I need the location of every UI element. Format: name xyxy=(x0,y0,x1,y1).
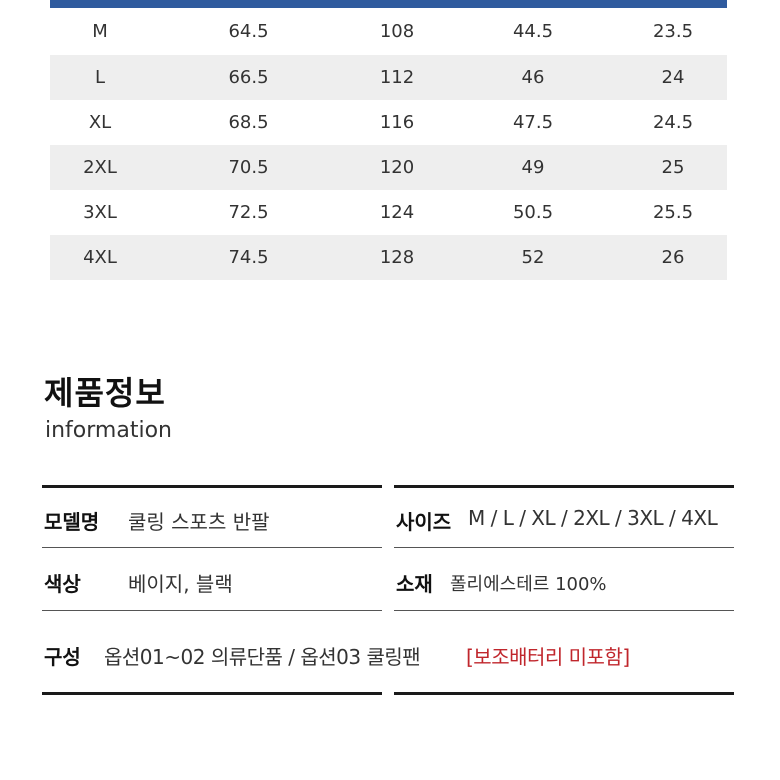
size-cell: 2XL xyxy=(83,157,117,178)
table-cell: 64.5 xyxy=(228,21,269,42)
model-value: 쿨링 스포츠 반팔 xyxy=(128,510,270,534)
table-row: 3XL 72.5 124 50.5 25.5 xyxy=(50,190,727,235)
composition-value: 옵션01~02 의류단품 / 옵션03 쿨링팬 xyxy=(104,645,421,669)
table-cell: 46 xyxy=(521,67,545,88)
size-cell: L xyxy=(94,67,106,88)
divider xyxy=(42,485,382,488)
table-row: L 66.5 112 46 24 xyxy=(50,55,727,100)
color-label: 색상 xyxy=(44,572,81,596)
table-cell: 70.5 xyxy=(228,157,269,178)
table-row: 4XL 74.5 128 52 26 xyxy=(50,235,727,280)
divider xyxy=(42,547,382,548)
table-cell: 128 xyxy=(379,247,415,268)
size-cell: 3XL xyxy=(83,202,117,223)
table-cell: 49 xyxy=(521,157,545,178)
table-cell: 120 xyxy=(379,157,415,178)
model-label: 모델명 xyxy=(44,510,100,534)
table-cell: 74.5 xyxy=(228,247,269,268)
color-value: 베이지, 블랙 xyxy=(128,572,233,596)
size-label: 사이즈 xyxy=(396,510,452,534)
section-subtitle: information xyxy=(45,418,172,443)
table-cell: 116 xyxy=(379,112,415,133)
material-label: 소재 xyxy=(396,572,433,596)
table-row: 2XL 70.5 120 49 25 xyxy=(50,145,727,190)
table-cell: 24.5 xyxy=(652,112,694,133)
table-row: M 64.5 108 44.5 23.5 xyxy=(50,8,727,55)
table-cell: 25 xyxy=(661,157,685,178)
table-cell: 50.5 xyxy=(512,202,554,223)
divider xyxy=(394,692,734,695)
table-cell: 24 xyxy=(661,67,685,88)
table-cell: 52 xyxy=(521,247,545,268)
table-row: XL 68.5 116 47.5 24.5 xyxy=(50,100,727,145)
size-value: M / L / XL / 2XL / 3XL / 4XL xyxy=(468,506,718,530)
divider xyxy=(42,610,382,611)
table-cell: 26 xyxy=(661,247,685,268)
size-table: M 64.5 108 44.5 23.5 L 66.5 112 46 24 XL… xyxy=(50,8,727,280)
table-cell: 112 xyxy=(379,67,415,88)
size-table-header-bar xyxy=(50,0,727,8)
table-cell: 44.5 xyxy=(512,21,554,42)
table-cell: 25.5 xyxy=(652,202,694,223)
table-cell: 68.5 xyxy=(228,112,269,133)
table-cell: 124 xyxy=(379,202,415,223)
divider xyxy=(394,610,734,611)
table-cell: 23.5 xyxy=(652,21,694,42)
composition-note: [보조배터리 미포함] xyxy=(466,645,630,669)
composition-label: 구성 xyxy=(44,645,81,669)
material-value: 폴리에스테르 100% xyxy=(450,574,607,595)
table-cell: 66.5 xyxy=(228,67,269,88)
size-cell: 4XL xyxy=(83,247,117,268)
size-cell: XL xyxy=(88,112,112,133)
divider xyxy=(394,485,734,488)
size-cell: M xyxy=(92,21,108,42)
divider xyxy=(394,547,734,548)
table-cell: 72.5 xyxy=(228,202,269,223)
table-cell: 108 xyxy=(379,21,415,42)
table-cell: 47.5 xyxy=(512,112,554,133)
divider xyxy=(42,692,382,695)
section-title: 제품정보 xyxy=(44,374,166,412)
